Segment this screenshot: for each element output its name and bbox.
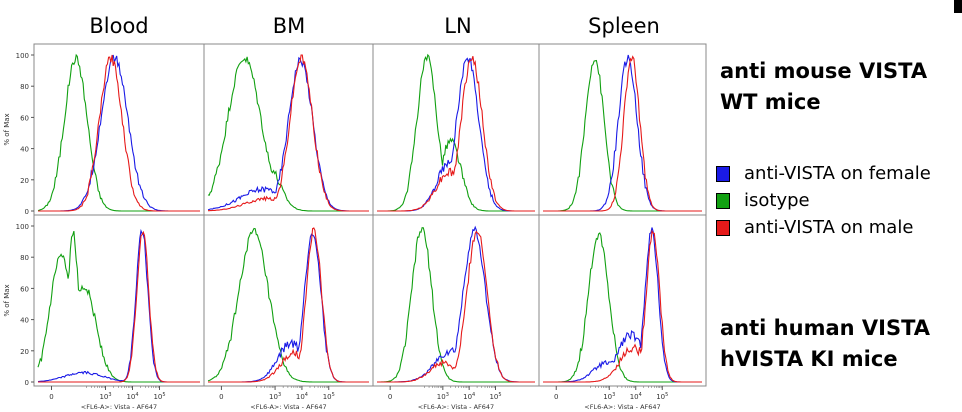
panel-r1c0-ytick-label: 0 <box>25 379 29 387</box>
panel-titles: Blood BM LN Spleen <box>89 14 659 38</box>
legend-swatch-male <box>716 219 730 236</box>
panel-title-ln: LN <box>444 14 471 38</box>
row-title-bottom: anti human VISTA hVISTA KI mice <box>720 313 930 375</box>
panel-r1c0-ytick-label: 100 <box>16 223 29 231</box>
panel-r1c2-xtick-label: 103 <box>437 392 449 401</box>
panel-r0c0-frame <box>33 43 205 216</box>
panel-r1c2-male-curve <box>377 230 535 383</box>
panel-r0c0-female-curve <box>38 54 200 212</box>
panel-r1c1-isotype-curve <box>207 227 369 383</box>
panel-r1c0-xlabel: <FL6-A>: Vista - AF647 <box>81 403 157 411</box>
legend-label-male: anti-VISTA on male <box>744 217 914 238</box>
panel-r0c3-male-curve <box>543 55 702 212</box>
legend-label-female: anti-VISTA on female <box>744 163 931 184</box>
panel-r1c2-xtick-label: 104 <box>463 392 475 401</box>
panel-r0c0-ytick-label: 80 <box>20 83 29 91</box>
row-title-top-line2: WT mice <box>720 90 821 114</box>
row-title-bottom-line2: hVISTA KI mice <box>720 347 898 371</box>
panel-r0c2-isotype-curve <box>377 53 535 212</box>
panel-r1c0-frame <box>33 214 205 387</box>
panel-r1c0-xtick-label: 0 <box>49 393 53 401</box>
legend-item-male: anti-VISTA on male <box>716 214 931 241</box>
panel-r1c2-xtick-label: 0 <box>388 393 392 401</box>
panel-r1c1-xtick-label: 104 <box>296 392 308 401</box>
row-title-bottom-line1: anti human VISTA <box>720 316 931 340</box>
panel-r1c2-frame <box>372 214 540 387</box>
panel-r0c0-ylabel: % of Max <box>3 113 11 145</box>
panel-r0c2-frame <box>372 43 540 216</box>
panel-r0c0-ytick-label: 20 <box>20 177 29 185</box>
legend-item-isotype: isotype <box>716 187 931 214</box>
panel-r0c0-isotype-curve <box>37 53 200 212</box>
panel-r1c3-xlabel: <FL6-A>: Vista - AF647 <box>584 403 660 411</box>
panel-r1c0-female-curve <box>37 228 200 383</box>
panel-r1c3-xtick-label: 105 <box>656 392 668 401</box>
panel-r0c0-ytick-label: 100 <box>16 52 29 60</box>
corner-mark <box>954 0 962 13</box>
panel-r1c3-frame <box>538 214 707 387</box>
legend-label-isotype: isotype <box>744 190 810 211</box>
panel-r1c0-isotype-curve <box>37 230 200 383</box>
panel-r1c2-xtick-label: 105 <box>489 392 501 401</box>
panel-r1c3-isotype-curve <box>543 232 702 383</box>
legend: anti-VISTA on female isotype anti-VISTA … <box>716 160 931 241</box>
panel-r1c0-xtick-label: 103 <box>99 392 111 401</box>
panel-title-spleen: Spleen <box>588 14 660 38</box>
panel-r1c0-ylabel: % of Max <box>3 284 11 316</box>
legend-swatch-isotype <box>716 192 730 209</box>
panel-r1c0-ytick-label: 80 <box>20 254 29 262</box>
panel-title-bm: BM <box>273 14 306 38</box>
panel-r0c0-ytick-label: 0 <box>25 208 29 216</box>
panel-r1c0-xtick-label: 105 <box>153 392 165 401</box>
panel-r1c1-xtick-label: 105 <box>323 392 335 401</box>
panel-r1c3-xtick-label: 0 <box>554 393 558 401</box>
histogram-panels: 0 20 40 60 80 100 % of Max 0 20 40 60 80 100 % of Max… <box>3 43 707 411</box>
panel-r1c3-xtick-label: 104 <box>630 392 642 401</box>
panel-r0c0-ytick-label: 40 <box>20 146 29 154</box>
panel-r1c3-xtick-label: 103 <box>603 392 615 401</box>
legend-swatch-female <box>716 165 730 182</box>
panel-r1c0-male-curve <box>38 230 200 383</box>
panel-r1c0-ytick-label: 20 <box>20 348 29 356</box>
panel-r1c0-ytick-label: 40 <box>20 317 29 325</box>
panel-r1c1-xlabel: <FL6-A>: Vista - AF647 <box>250 403 326 411</box>
panel-r1c3-male-curve <box>543 229 702 383</box>
panel-r1c1-male-curve <box>208 227 369 383</box>
legend-item-female: anti-VISTA on female <box>716 160 931 187</box>
row-title-top: anti mouse VISTA WT mice <box>720 56 927 118</box>
panel-r1c1-female-curve <box>208 233 369 383</box>
panel-title-blood: Blood <box>89 14 148 38</box>
panel-r0c2-male-curve <box>377 56 535 212</box>
panel-r1c1-xtick-label: 0 <box>219 393 223 401</box>
panel-r0c0-ytick-label: 60 <box>20 114 29 122</box>
panel-r1c1-frame <box>203 214 374 387</box>
row-title-top-line1: anti mouse VISTA <box>720 59 928 83</box>
panel-r1c0-xtick-label: 104 <box>126 392 138 401</box>
panel-r0c1-male-curve <box>208 54 369 212</box>
panel-r1c2-isotype-curve <box>377 227 535 383</box>
panel-r1c2-xlabel: <FL6-A>: Vista - AF647 <box>418 403 494 411</box>
panel-r0c2-female-curve <box>377 57 535 212</box>
panel-r1c0-ytick-label: 60 <box>20 285 29 293</box>
panel-r0c0-male-curve <box>38 54 200 212</box>
panel-r1c2-female-curve <box>377 225 535 383</box>
panel-r1c1-xtick-label: 103 <box>269 392 281 401</box>
